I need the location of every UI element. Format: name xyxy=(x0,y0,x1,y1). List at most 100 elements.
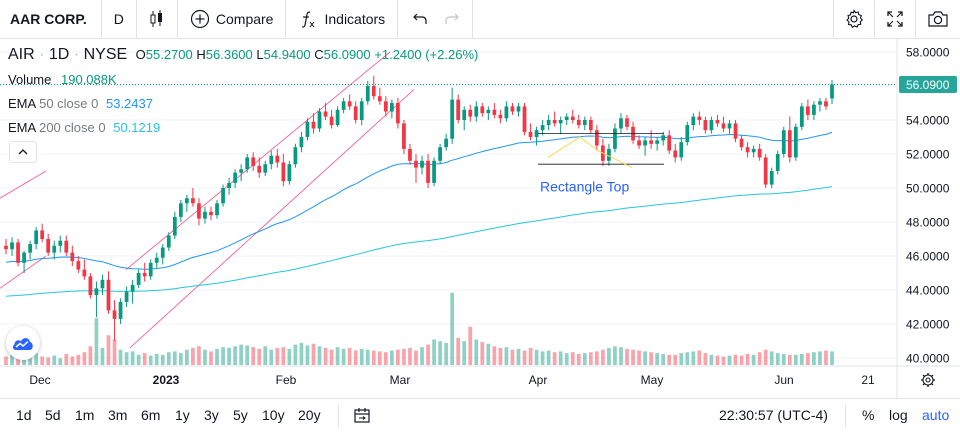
candle-body xyxy=(64,240,69,253)
candle-body xyxy=(58,240,63,246)
range-20y[interactable]: 20y xyxy=(298,407,321,423)
interval-button[interactable]: D xyxy=(102,0,137,38)
range-6m[interactable]: 6m xyxy=(141,407,161,423)
separator xyxy=(845,405,846,427)
candle-body xyxy=(269,155,274,165)
volume-bar xyxy=(818,351,822,365)
price-tick-label: 46.0000 xyxy=(906,250,950,264)
volume-bar xyxy=(799,353,804,365)
candle-body xyxy=(540,125,545,131)
goto-date-button[interactable] xyxy=(353,406,371,427)
candle-body xyxy=(781,130,786,154)
volume-bar xyxy=(546,350,551,365)
volume-bar xyxy=(136,354,141,365)
range-5y[interactable]: 5y xyxy=(233,407,248,423)
fullscreen-button[interactable] xyxy=(874,0,915,38)
volume-bars xyxy=(4,292,834,365)
undo-button[interactable] xyxy=(398,0,436,38)
volume-bar xyxy=(112,339,117,365)
function-icon xyxy=(298,9,318,29)
volume-bar xyxy=(637,350,641,365)
legend-ema50[interactable]: EMA 50 close 0 53.2437 xyxy=(8,96,153,111)
collapse-legend-button[interactable] xyxy=(9,141,37,163)
volume-bar xyxy=(82,352,87,365)
close-label: C xyxy=(314,47,324,62)
range-3m[interactable]: 3m xyxy=(108,407,128,423)
volume-bar xyxy=(679,353,684,365)
top-toolbar: AAR CORP. D Compare Indicators xyxy=(0,0,960,39)
candle-body xyxy=(552,120,557,124)
volume-bar xyxy=(323,348,328,365)
volume-bar xyxy=(245,345,250,365)
price-tick-label: 48.0000 xyxy=(906,216,950,230)
range-1m[interactable]: 1m xyxy=(75,407,95,423)
candle-body xyxy=(450,99,455,139)
legend-ema200[interactable]: EMA 200 close 0 50.1219 xyxy=(8,120,160,135)
range-1y[interactable]: 1y xyxy=(175,407,190,423)
candle-body xyxy=(227,182,231,188)
volume-bar xyxy=(781,353,786,365)
range-5d[interactable]: 5d xyxy=(45,407,61,423)
volume-bar xyxy=(703,353,708,365)
settings-button[interactable] xyxy=(833,0,874,38)
volume-bar xyxy=(830,351,834,365)
volume-bar xyxy=(305,345,310,365)
auto-scale-toggle[interactable]: auto xyxy=(922,407,950,423)
gear-tooth xyxy=(922,374,925,377)
indicators-button[interactable]: Indicators xyxy=(286,0,399,38)
redo-button[interactable] xyxy=(436,0,474,38)
log-scale-toggle[interactable]: log xyxy=(889,407,908,423)
volume-bar xyxy=(106,335,111,365)
volume-bar xyxy=(377,351,382,365)
rectangle-top-pattern: Rectangle Top xyxy=(538,133,664,194)
volume-bar xyxy=(317,346,322,365)
open-label: O xyxy=(135,47,146,62)
ema50-line xyxy=(5,131,833,270)
axis-settings-icon[interactable] xyxy=(921,373,935,387)
candle-body xyxy=(775,154,780,171)
volume-bar xyxy=(582,353,587,365)
tradingview-logo-button[interactable] xyxy=(6,326,40,360)
symbol-name[interactable]: AAR CORP. xyxy=(0,0,102,38)
candle-body xyxy=(637,140,641,146)
plus-circle-icon xyxy=(190,9,210,29)
candle-body xyxy=(172,216,177,236)
candle-body xyxy=(124,291,129,302)
volume-bar xyxy=(486,343,491,365)
volume-bar xyxy=(94,318,99,365)
candle-body xyxy=(130,284,135,292)
candle-body xyxy=(94,288,99,296)
clock-time: 22:30:57 (UTC-4) xyxy=(719,407,828,423)
snapshot-button[interactable] xyxy=(915,0,960,38)
candle-body xyxy=(474,106,479,117)
volume-bar xyxy=(661,353,666,365)
volume-bar xyxy=(504,347,509,365)
ema200-value: 50.1219 xyxy=(113,120,161,135)
range-10y[interactable]: 10y xyxy=(262,407,285,423)
gear-ring xyxy=(922,374,934,386)
time-tick-label: Mar xyxy=(390,373,411,387)
candle-body xyxy=(16,242,20,263)
candle-body xyxy=(679,142,684,158)
range-3y[interactable]: 3y xyxy=(204,407,219,423)
volume-bar xyxy=(251,347,256,365)
price-chart[interactable]: Rectangle Top 56.0900 58.0000 54.0000 52.00… xyxy=(0,38,960,398)
chart-type-button[interactable] xyxy=(137,0,178,38)
range-1d[interactable]: 1d xyxy=(16,407,32,423)
candle-body xyxy=(745,147,750,153)
candle-body xyxy=(118,301,123,319)
candle-body xyxy=(329,116,334,126)
percent-scale-toggle[interactable]: % xyxy=(862,407,875,423)
volume-bar xyxy=(203,349,207,365)
volume-bar xyxy=(564,353,569,365)
volume-bar xyxy=(438,341,442,365)
candle-body xyxy=(498,114,503,119)
volume-bar xyxy=(625,348,629,365)
volume-bar xyxy=(450,292,455,365)
volume-bar xyxy=(46,357,51,365)
candle-body xyxy=(625,118,629,127)
legend-main: AIR · 1D · NYSE O55.2700 H56.3600 L54.94… xyxy=(8,46,479,63)
compare-button[interactable]: Compare xyxy=(178,0,287,38)
volume-bar xyxy=(130,351,135,365)
candle-body xyxy=(359,101,364,120)
